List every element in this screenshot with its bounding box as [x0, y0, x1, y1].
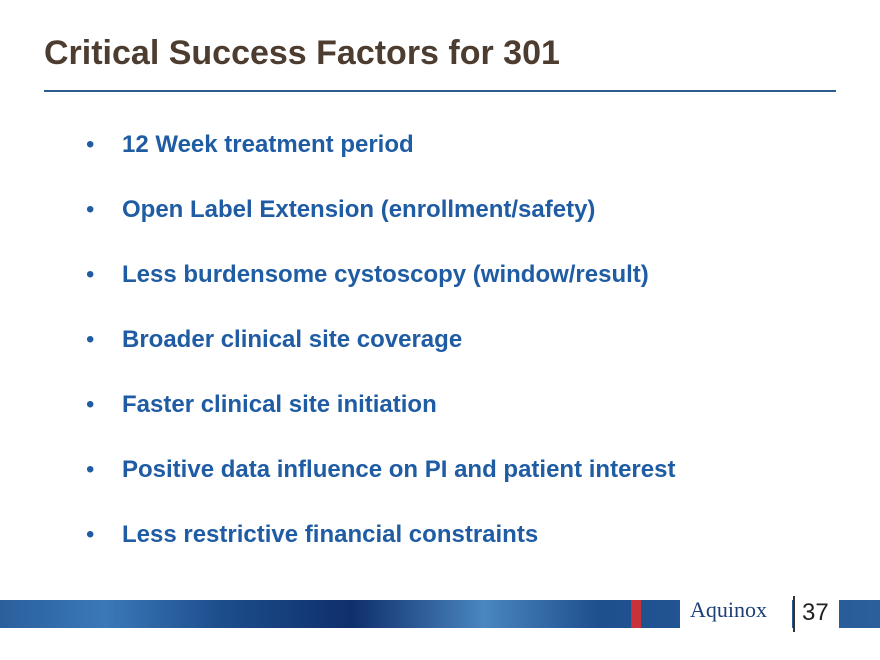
logo-box — [680, 596, 792, 632]
footer-accent — [631, 600, 641, 628]
bullet-dot: • — [86, 261, 95, 288]
bullet-item: • Faster clinical site initiation — [86, 391, 437, 419]
bullet-dot: • — [86, 196, 95, 223]
bullet-item: • Less restrictive financial constraints — [86, 521, 538, 549]
logo: Aquinox — [690, 597, 767, 622]
bullet-text: 12 Week treatment period — [122, 131, 414, 158]
bullet-text: Broader clinical site coverage — [122, 326, 463, 353]
bullet-dot: • — [86, 521, 95, 548]
page-number: 37 — [802, 599, 829, 626]
bullet-text: Open Label Extension (enrollment/safety) — [122, 196, 596, 223]
bullet-item: • 12 Week treatment period — [86, 131, 414, 159]
title-rule — [44, 90, 836, 92]
slide-title: Critical Success Factors for 301 — [44, 34, 560, 72]
bullet-dot: • — [86, 326, 95, 353]
bullet-dot: • — [86, 131, 95, 158]
bullet-dot: • — [86, 391, 95, 418]
bullet-item: • Open Label Extension (enrollment/safety… — [86, 196, 595, 224]
bullet-item: • Less burdensome cystoscopy (window/resu… — [86, 261, 649, 289]
bullet-item: • Positive data influence on PI and patie… — [86, 456, 675, 484]
bullet-text: Less burdensome cystoscopy (window/resul… — [122, 261, 649, 288]
bullet-text: Positive data influence on PI and patien… — [122, 456, 676, 483]
bullet-item: • Broader clinical site coverage — [86, 326, 462, 354]
bullet-text: Faster clinical site initiation — [122, 391, 437, 418]
page-number-box — [793, 596, 839, 632]
bullet-dot: • — [86, 456, 95, 483]
bullet-text: Less restrictive financial constraints — [122, 521, 539, 548]
